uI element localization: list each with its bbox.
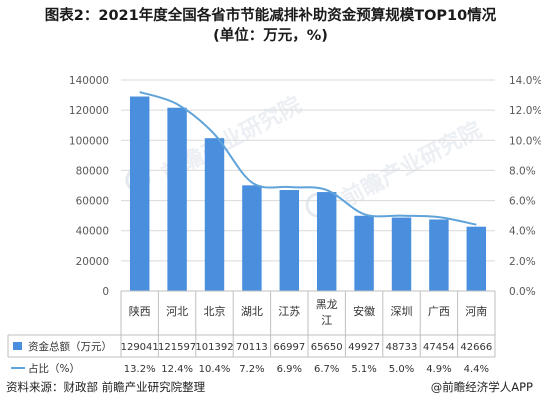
bar <box>204 138 225 291</box>
y-left-tick-label: 120000 <box>69 105 109 117</box>
data-label-amount: 101392 <box>195 342 233 353</box>
y-right-tick-label: 0.0% <box>509 286 536 298</box>
bar <box>391 217 412 291</box>
data-label-amount: 42666 <box>460 342 492 353</box>
source-note: 资料来源：财政部 前瞻产业研究院整理 <box>6 380 206 394</box>
y-right-tick-label: 6.0% <box>509 196 536 208</box>
data-label-share: 5.0% <box>389 364 414 375</box>
bar <box>167 107 187 291</box>
y-left-tick-label: 20000 <box>76 256 109 268</box>
x-tick-label: 河北 <box>166 305 188 318</box>
y-right-tick-label: 4.0% <box>509 226 536 238</box>
x-tick-label: 安徽 <box>353 304 375 318</box>
x-tick-label: 陕西 <box>129 304 151 318</box>
y-right-tick-label: 2.0% <box>509 256 536 268</box>
x-tick-label: 湖北 <box>241 305 263 318</box>
data-label-amount: 48733 <box>386 342 418 353</box>
y-right-tick-label: 12.0% <box>509 105 541 117</box>
bar <box>466 226 487 291</box>
data-label-amount: 47454 <box>423 342 455 353</box>
data-label-amount: 66997 <box>273 342 305 353</box>
data-label-amount: 49927 <box>348 342 380 353</box>
share-line <box>139 91 477 226</box>
x-tick-label: 深圳 <box>391 305 413 318</box>
data-label-amount: 121597 <box>158 342 196 353</box>
bar <box>316 192 337 291</box>
bar <box>242 185 262 291</box>
chart-title: 图表2：2021年度全国各省市节能减排补助资金预算规模TOP10情况 <box>44 8 497 24</box>
y-right-tick-label: 8.0% <box>509 165 536 177</box>
y-left-tick-label: 80000 <box>76 165 109 177</box>
legend-label-amount: 资金总额（万元） <box>28 340 112 353</box>
data-label-share: 4.4% <box>464 364 489 375</box>
data-label-amount: 70113 <box>236 342 268 353</box>
bar <box>429 219 449 291</box>
y-left-tick-label: 140000 <box>69 75 109 87</box>
x-tick-label: 黑龙 <box>316 298 338 311</box>
brand-credit: @前瞻经济学人APP <box>430 380 533 394</box>
data-label-share: 4.9% <box>426 364 451 375</box>
y-right-tick-label: 14.0% <box>509 75 541 87</box>
y-left-tick-label: 0 <box>102 286 109 298</box>
data-label-share: 5.1% <box>351 364 376 375</box>
chart-subtitle: (单位：万元，%) <box>213 28 328 44</box>
x-tick-label: 江苏 <box>278 305 300 318</box>
bar <box>279 190 300 291</box>
watermark-text: 前瞻产业研究院 <box>338 117 486 212</box>
x-tick-label: 广西 <box>428 305 450 318</box>
x-tick-label-cont: 江 <box>321 314 332 327</box>
y-left-tick-label: 40000 <box>76 226 109 238</box>
y-right-tick-label: 10.0% <box>509 135 541 147</box>
bar <box>129 96 150 291</box>
data-label-amount: 129041 <box>121 342 159 353</box>
data-label-share: 13.2% <box>124 364 156 375</box>
x-tick-label: 河南 <box>465 305 487 318</box>
data-label-amount: 65650 <box>311 342 343 353</box>
bar <box>354 215 374 291</box>
data-label-share: 6.9% <box>277 364 302 375</box>
y-left-tick-label: 60000 <box>76 196 109 208</box>
legend-label-share: 占比（%） <box>28 362 80 375</box>
data-label-share: 10.4% <box>199 364 231 375</box>
legend-swatch-bar <box>13 342 22 350</box>
y-left-tick-label: 100000 <box>69 135 109 147</box>
x-tick-label: 北京 <box>204 304 226 318</box>
data-label-share: 7.2% <box>239 364 264 375</box>
data-label-share: 12.4% <box>161 364 193 375</box>
data-label-share: 6.7% <box>314 364 339 375</box>
